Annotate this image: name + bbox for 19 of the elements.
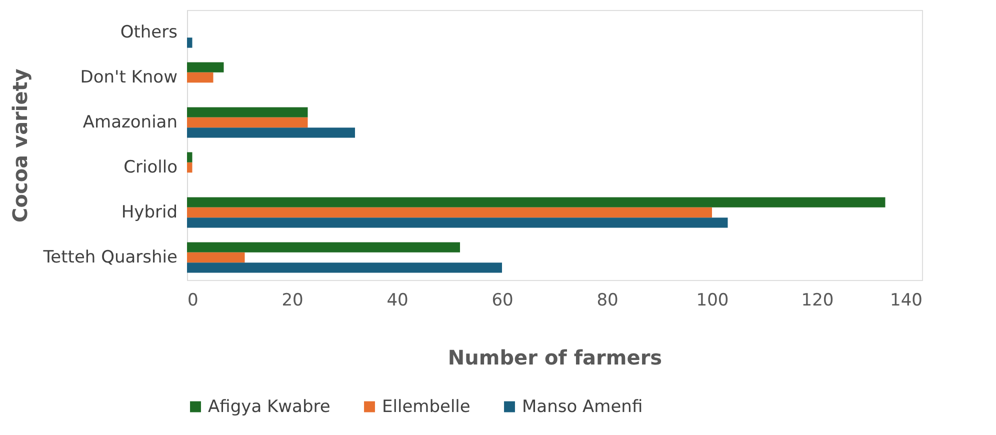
y-tick-label: Hybrid <box>121 202 178 222</box>
legend-label: Manso Amenfi <box>522 396 643 417</box>
legend-label: Afigya Kwabre <box>208 396 330 417</box>
x-tick-label: 40 <box>386 290 408 310</box>
y-tick-label: Amazonian <box>82 112 178 132</box>
x-axis-title: Number of farmers <box>448 346 662 370</box>
x-tick-label: 120 <box>801 290 834 310</box>
y-tick-label: Criollo <box>124 158 178 178</box>
legend-label: Ellembelle <box>382 396 470 417</box>
y-tick-label: Others <box>120 22 178 42</box>
y-axis-title: Cocoa variety <box>8 68 32 222</box>
x-tick-label: 100 <box>696 290 729 310</box>
y-tick-label: Tetteh Quarshie <box>42 248 178 268</box>
x-tick-label: 20 <box>282 290 304 310</box>
y-tick-label: Don't Know <box>80 68 178 88</box>
x-tick-label: 0 <box>188 290 198 310</box>
x-tick-label: 60 <box>492 290 514 310</box>
x-tick-label: 140 <box>890 290 922 310</box>
x-tick-label: 80 <box>596 290 618 310</box>
